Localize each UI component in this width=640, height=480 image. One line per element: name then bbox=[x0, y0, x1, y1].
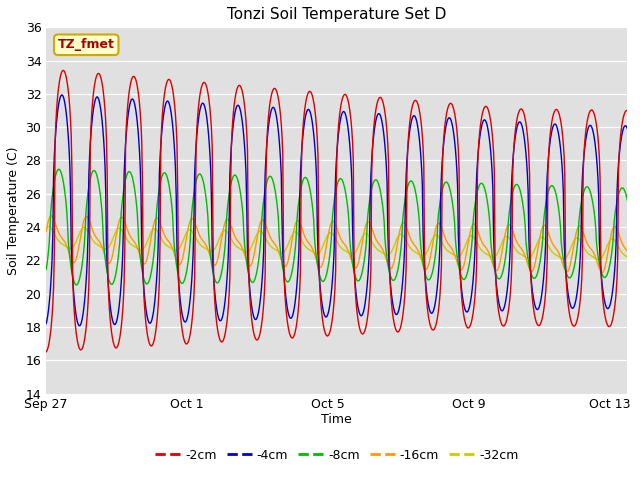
Legend: -2cm, -4cm, -8cm, -16cm, -32cm: -2cm, -4cm, -8cm, -16cm, -32cm bbox=[150, 444, 524, 467]
X-axis label: Time: Time bbox=[321, 413, 352, 426]
Text: TZ_fmet: TZ_fmet bbox=[58, 38, 115, 51]
Title: Tonzi Soil Temperature Set D: Tonzi Soil Temperature Set D bbox=[227, 7, 447, 22]
Y-axis label: Soil Temperature (C): Soil Temperature (C) bbox=[7, 146, 20, 275]
